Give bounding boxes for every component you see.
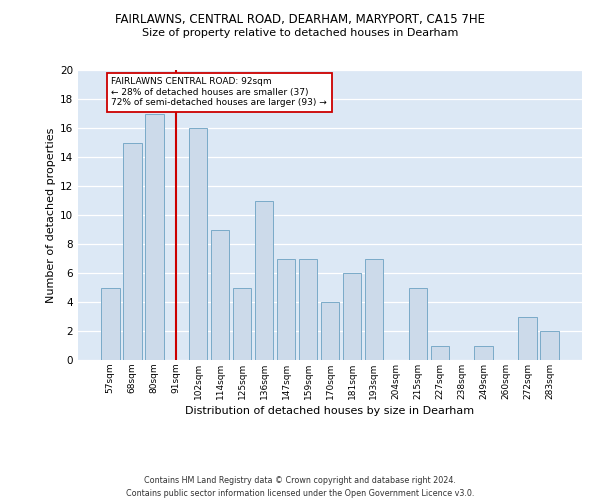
Bar: [518, 316, 537, 360]
Bar: [541, 331, 559, 360]
Bar: [343, 273, 361, 360]
Bar: [299, 258, 317, 360]
Text: FAIRLAWNS, CENTRAL ROAD, DEARHAM, MARYPORT, CA15 7HE: FAIRLAWNS, CENTRAL ROAD, DEARHAM, MARYPO…: [115, 12, 485, 26]
Bar: [431, 346, 449, 360]
Bar: [277, 258, 295, 360]
Bar: [475, 346, 493, 360]
Bar: [365, 258, 383, 360]
Bar: [101, 288, 119, 360]
Text: Contains HM Land Registry data © Crown copyright and database right 2024.
Contai: Contains HM Land Registry data © Crown c…: [126, 476, 474, 498]
Bar: [409, 288, 427, 360]
X-axis label: Distribution of detached houses by size in Dearham: Distribution of detached houses by size …: [185, 406, 475, 416]
Bar: [255, 200, 274, 360]
Bar: [189, 128, 208, 360]
Y-axis label: Number of detached properties: Number of detached properties: [46, 128, 56, 302]
Bar: [145, 114, 164, 360]
Bar: [211, 230, 229, 360]
Text: FAIRLAWNS CENTRAL ROAD: 92sqm
← 28% of detached houses are smaller (37)
72% of s: FAIRLAWNS CENTRAL ROAD: 92sqm ← 28% of d…: [112, 77, 327, 107]
Bar: [320, 302, 340, 360]
Bar: [123, 142, 142, 360]
Bar: [233, 288, 251, 360]
Text: Size of property relative to detached houses in Dearham: Size of property relative to detached ho…: [142, 28, 458, 38]
